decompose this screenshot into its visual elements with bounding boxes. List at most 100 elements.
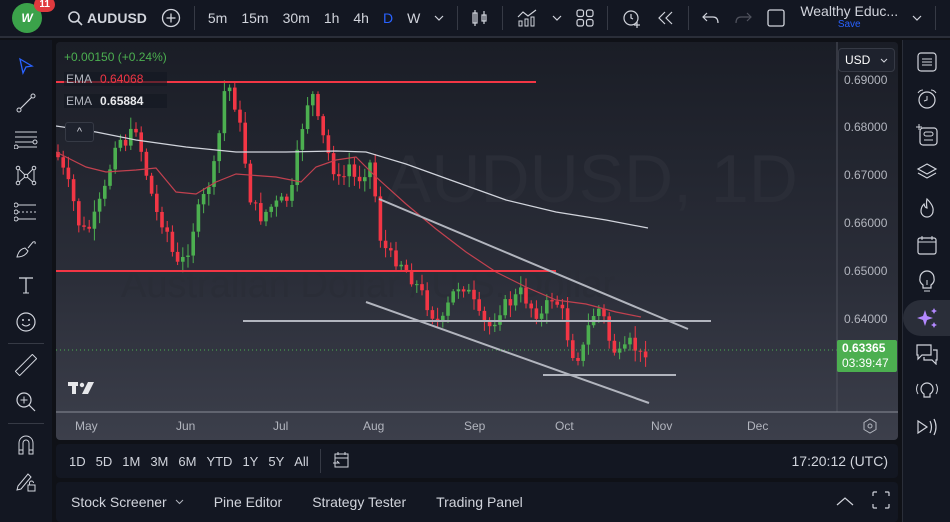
- tradingview-logo-icon[interactable]: [68, 382, 94, 394]
- tab-stock-screener[interactable]: Stock Screener: [56, 494, 199, 510]
- range-3m[interactable]: 3M: [150, 453, 169, 469]
- forecast-tool[interactable]: [0, 194, 52, 231]
- interval-5m[interactable]: 5m: [207, 10, 228, 26]
- interval-1h[interactable]: 1h: [323, 10, 340, 26]
- widget-sidebar: [902, 40, 950, 522]
- alerts-button[interactable]: [903, 81, 950, 118]
- range-6m[interactable]: 6M: [178, 453, 197, 469]
- collapse-legend-button[interactable]: ^: [65, 122, 94, 142]
- time-tick: Jun: [176, 419, 196, 433]
- object-tree-button[interactable]: [903, 117, 950, 154]
- cursor-tool[interactable]: [0, 48, 52, 85]
- expand-panel-button[interactable]: [836, 493, 854, 511]
- text-tool[interactable]: [0, 267, 52, 304]
- range-1m[interactable]: 1M: [122, 453, 141, 469]
- add-list-icon: [916, 124, 938, 146]
- ema-slow-legend[interactable]: EMA 0.65884: [64, 94, 167, 108]
- watchlist-button[interactable]: [903, 44, 950, 81]
- undo-icon: [702, 12, 719, 24]
- brush-tool[interactable]: [0, 231, 52, 268]
- channel-lower-trendline[interactable]: [365, 301, 650, 404]
- podcasts-button[interactable]: [903, 409, 950, 446]
- range-all[interactable]: All: [294, 453, 309, 469]
- user-avatar[interactable]: W 11: [12, 0, 55, 33]
- chart-settings-button[interactable]: [862, 418, 878, 439]
- chats-button[interactable]: [903, 336, 950, 373]
- time-tick: Nov: [651, 419, 673, 433]
- pattern-tool[interactable]: [0, 158, 52, 195]
- price-tick: 0.68000: [844, 120, 888, 134]
- range-ytd[interactable]: YTD: [206, 453, 233, 469]
- redo-button[interactable]: [727, 0, 759, 37]
- measure-tool[interactable]: [0, 347, 52, 384]
- divider: [935, 6, 937, 30]
- hotlists-button[interactable]: [903, 190, 950, 227]
- price-chart[interactable]: AUDUSD, 1D Australian Dollar / U.S. Doll…: [56, 42, 898, 440]
- candlestick-series: [56, 80, 648, 367]
- interval-15m[interactable]: 15m: [241, 10, 269, 26]
- interval-4h[interactable]: 4h: [353, 10, 369, 26]
- ema-slow-line[interactable]: [56, 125, 649, 229]
- tab-pine-editor[interactable]: Pine Editor: [213, 494, 283, 510]
- chevron-down-icon: [175, 499, 184, 505]
- tab-trading-panel[interactable]: Trading Panel: [436, 494, 523, 510]
- layout-name-button[interactable]: Wealthy Educ... Save: [793, 0, 905, 37]
- interval-dropdown[interactable]: [427, 0, 451, 37]
- range-5d[interactable]: 5D: [95, 453, 113, 469]
- interval-w[interactable]: W: [407, 10, 421, 26]
- indicators-dropdown[interactable]: [545, 0, 569, 37]
- calendar-button[interactable]: [903, 227, 950, 264]
- emoji-tool[interactable]: [0, 304, 52, 341]
- calendar-icon: [917, 235, 937, 255]
- magnet-tool[interactable]: [0, 427, 52, 464]
- time-tick: May: [75, 419, 98, 433]
- channel-upper-trendline[interactable]: [378, 198, 689, 330]
- layout-dropdown[interactable]: [905, 0, 929, 37]
- chat-icon: [916, 344, 938, 366]
- tab-strategy-tester[interactable]: Strategy Tester: [312, 494, 407, 510]
- symbol-search-button[interactable]: AUDUSD: [60, 0, 154, 37]
- ema-fast-legend[interactable]: EMA 0.64068: [64, 72, 167, 86]
- ideas-button[interactable]: [903, 263, 950, 300]
- undo-button[interactable]: [695, 0, 727, 37]
- current-price: 0.63365: [842, 341, 886, 355]
- utc-clock[interactable]: 17:20:12 (UTC): [791, 453, 888, 469]
- pencil-lock-icon: [16, 473, 36, 492]
- streams-button[interactable]: [903, 373, 950, 410]
- lock-drawings-tool[interactable]: [0, 464, 52, 501]
- replay-button[interactable]: [650, 0, 682, 37]
- create-alert-button[interactable]: [614, 0, 650, 37]
- interval-30m[interactable]: 30m: [282, 10, 310, 26]
- range-5y[interactable]: 5Y: [268, 453, 285, 469]
- fullscreen-toggle[interactable]: [759, 0, 793, 37]
- layers-button[interactable]: [903, 154, 950, 191]
- chevron-up-icon: ^: [76, 126, 83, 138]
- interval-d[interactable]: D: [382, 10, 394, 26]
- range-1d[interactable]: 1D: [69, 453, 86, 469]
- currency-select[interactable]: USD: [838, 48, 895, 72]
- layout-grid-button[interactable]: [569, 0, 601, 37]
- symbol-name: AUDUSD: [87, 10, 147, 26]
- fib-lines-icon: [14, 131, 38, 150]
- trendline-tool[interactable]: [0, 85, 52, 122]
- divider: [688, 6, 690, 30]
- range-1y[interactable]: 1Y: [242, 453, 259, 469]
- compare-symbol-button[interactable]: [154, 0, 188, 37]
- chart-type-button[interactable]: [464, 0, 496, 37]
- alarm-add-icon: [623, 10, 641, 28]
- horizontal-lines-tool[interactable]: [0, 121, 52, 158]
- goto-date-button[interactable]: [327, 451, 355, 472]
- chevron-down-icon: [552, 15, 562, 21]
- indicators-button[interactable]: [509, 0, 545, 37]
- tab-label: Stock Screener: [71, 494, 167, 510]
- maximize-panel-button[interactable]: [872, 490, 890, 514]
- price-tick: 0.67000: [844, 168, 888, 182]
- save-label: Save: [837, 19, 861, 30]
- chart-pane[interactable]: AUDUSD, 1D Australian Dollar / U.S. Doll…: [56, 42, 898, 440]
- ai-assistant-button[interactable]: [903, 299, 950, 336]
- divider: [8, 343, 44, 344]
- lightbulb-icon: [919, 270, 935, 292]
- plus-circle-icon: [161, 8, 181, 28]
- zoom-tool[interactable]: [0, 384, 52, 421]
- ema-fast-line[interactable]: [56, 151, 642, 318]
